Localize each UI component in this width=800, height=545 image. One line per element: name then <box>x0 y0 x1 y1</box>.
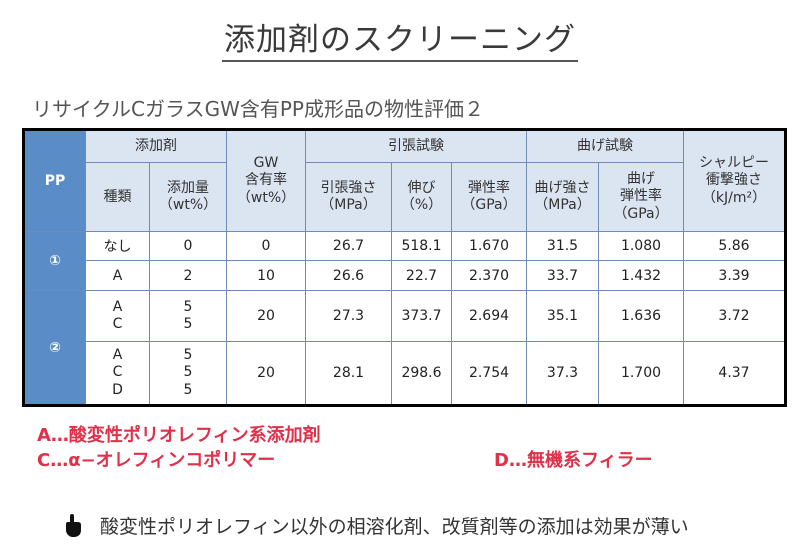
cell-tensile-modulus: 1.670 <box>451 231 527 261</box>
cell-tensile-strength: 26.7 <box>305 231 392 261</box>
tensile-modulus-header: 弾性率 （GPa） <box>451 162 527 232</box>
cell-bending-strength: 33.7 <box>526 260 599 291</box>
conclusion-text: 酸変性ポリオレフィン以外の相溶化剤、改質剤等の添加は効果が薄い <box>100 516 689 538</box>
cell-amount: 2 <box>149 260 227 291</box>
cell-elongation: 22.7 <box>391 260 452 291</box>
pointing-hand-icon <box>66 513 81 537</box>
tensile-strength-header: 引張強さ （MPa） <box>305 162 392 232</box>
group-label: ② <box>23 290 86 406</box>
group-label: ① <box>23 231 86 291</box>
cell-amount: 0 <box>149 231 227 261</box>
slide-subtitle: リサイクルCガラスGW含有PP成形品の物性評価２ <box>32 97 484 121</box>
cell-tensile-strength: 27.3 <box>305 290 392 342</box>
cell-charpy: 4.37 <box>683 341 786 406</box>
conclusion-bullet: 酸変性ポリオレフィン以外の相溶化剤、改質剤等の添加は効果が薄い <box>62 512 689 539</box>
bending-strength-header: 曲げ強さ （MPa） <box>526 162 599 232</box>
note-additive-c: C…α−オレフィンコポリマー <box>37 450 276 471</box>
pp-header: PP <box>23 129 86 232</box>
additive-amount-header: 添加量 （wt%） <box>149 162 227 232</box>
cell-type: なし <box>85 231 150 261</box>
note-additive-d: D…無機系フィラー <box>494 450 653 471</box>
cell-tensile-strength: 28.1 <box>305 341 392 406</box>
cell-tensile-modulus: 2.694 <box>451 290 527 342</box>
cell-elongation: 298.6 <box>391 341 452 406</box>
table-row: A 2 10 26.6 22.7 2.370 33.7 1.432 3.39 <box>24 260 786 291</box>
cell-bending-modulus: 1.080 <box>598 231 684 261</box>
charpy-header: シャルピー 衝撃強さ （kJ/m²） <box>683 129 786 232</box>
cell-type: A <box>85 260 150 291</box>
additive-type-header: 種類 <box>85 162 150 232</box>
cell-charpy: 5.86 <box>683 231 786 261</box>
cell-charpy: 3.39 <box>683 260 786 291</box>
note-additive-a: A…酸変性ポリオレフィン系添加剤 <box>37 425 321 446</box>
cell-tensile-modulus: 2.370 <box>451 260 527 291</box>
bending-group-header: 曲げ試験 <box>526 129 684 163</box>
tensile-group-header: 引張試験 <box>305 129 527 163</box>
table-row: ① なし 0 0 26.7 518.1 1.670 31.5 1.080 5.8… <box>23 231 786 291</box>
cell-tensile-modulus: 2.754 <box>451 341 527 406</box>
slide-title: 添加剤のスクリーニング <box>0 14 800 62</box>
cell-gw: 20 <box>226 341 306 406</box>
cell-bending-modulus: 1.700 <box>598 341 684 406</box>
cell-bending-strength: 35.1 <box>526 290 599 342</box>
cell-bending-modulus: 1.432 <box>598 260 684 291</box>
cell-gw: 20 <box>226 290 306 342</box>
cell-gw: 10 <box>226 260 306 291</box>
additive-group-header: 添加剤 <box>85 129 227 163</box>
cell-bending-modulus: 1.636 <box>598 290 684 342</box>
cell-elongation: 518.1 <box>391 231 452 261</box>
cell-bending-strength: 37.3 <box>526 341 599 406</box>
property-table: PP 添加剤 GW 含有率 （wt%） 引張試験 曲げ試験 シャルピー 衝撃強さ （kJ… <box>22 128 787 407</box>
cell-bending-strength: 31.5 <box>526 231 599 261</box>
elongation-header: 伸び （%） <box>391 162 452 232</box>
cell-tensile-strength: 26.6 <box>305 260 392 291</box>
cell-charpy: 3.72 <box>683 290 786 342</box>
cell-elongation: 373.7 <box>391 290 452 342</box>
cell-gw: 0 <box>226 231 306 261</box>
bending-modulus-header: 曲げ 弾性率 （GPa） <box>598 162 684 232</box>
gw-content-header: GW 含有率 （wt%） <box>226 129 306 232</box>
